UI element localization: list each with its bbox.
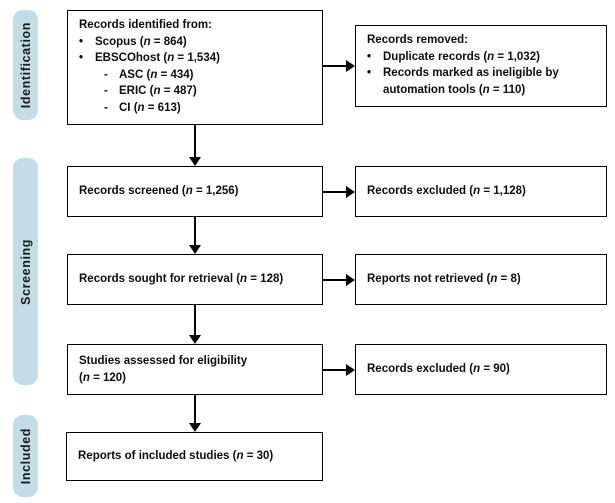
box-line: Records excluded (n = 90) [367,361,510,378]
box-line: Reports not retrieved (n = 8) [367,271,521,288]
line-text: ERIC (n = 487) [119,85,197,97]
box-records-excluded-eligibility: Records excluded (n = 90) [355,344,607,395]
bullet-marker: • [79,52,84,64]
box-text: Records sought for retrieval (n = 128) [68,271,291,288]
arrow-shaft [323,65,348,67]
stage-badge-included: Included [13,415,38,497]
stage-badge-screening: Screening [13,158,38,385]
line-text: Reports of included studies (n = 30) [78,450,274,463]
line-text: automation tools (n = 110) [383,83,526,96]
arrow-shaft [322,191,348,193]
arrow-right-identified-to-removed [323,60,355,72]
arrow-right-sought-to-not-retrieved [322,274,355,286]
line-text: EBSCOhost (n = 1,534) [95,52,220,64]
arrowhead-down-icon [189,157,201,166]
arrowhead-right-icon [346,274,355,286]
box-records-removed: Records removed: • Duplicate records (n = … [355,25,607,107]
arrow-shaft [194,395,196,425]
arrowhead-down-icon [189,423,201,432]
arrowhead-down-icon [189,335,201,344]
box-line: Records sought for retrieval (n = 128) [79,271,283,288]
arrowhead-right-icon [346,364,355,376]
line-text: Records sought for retrieval (n = 128) [79,273,284,286]
box-line: • Records marked as ineligible by [367,65,598,82]
arrow-down-screened-to-sought [189,217,201,254]
line-text: Records excluded (n = 1,128) [367,185,526,198]
arrow-shaft [322,369,348,371]
bullet-marker: • [367,67,372,79]
line-text: Records screened (n = 1,256) [79,185,239,198]
box-text: Records screened (n = 1,256) [68,183,247,200]
dash-marker: - [104,101,108,114]
box-records-identified: Records identified from: • Scopus (n = 864… [67,10,323,125]
arrow-down-assessed-to-included [189,395,201,432]
box-line: • Duplicate records (n = 1,032) [367,49,598,66]
dash-marker: - [104,85,108,97]
arrow-shaft [194,305,196,337]
box-line: Records excluded (n = 1,128) [367,183,526,200]
box-reports-included: Reports of included studies (n = 30) [66,432,323,481]
arrow-shaft [194,125,196,159]
line-text: ASC (n = 434) [119,68,194,81]
stage-badge-identification: Identification [13,10,38,120]
arrow-down-identified-to-screened [189,125,201,166]
box-line: Records identified from: [79,17,314,34]
box-reports-not-retrieved: Reports not retrieved (n = 8) [355,254,607,305]
marker-spacer [367,82,383,99]
box-text: Studies assessed for eligibility (n = 120… [68,353,255,386]
line-text: Studies assessed for eligibility [79,355,248,367]
box-text: Records excluded (n = 1,128) [356,183,534,200]
arrow-shaft [322,279,348,281]
arrow-right-screened-to-excluded [322,186,355,198]
box-line: • Scopus (n = 864) [79,34,314,51]
box-studies-assessed: Studies assessed for eligibility (n = 120… [67,344,323,395]
line-text: Records marked as ineligible by [383,67,559,79]
box-line: (n = 120) [79,370,247,387]
box-records-sought-retrieval: Records sought for retrieval (n = 128) [67,254,323,305]
box-text: Reports of included studies (n = 30) [67,448,281,465]
box-line: automation tools (n = 110) [367,82,598,99]
bullet-marker: • [79,35,84,48]
arrowhead-right-icon [346,186,355,198]
line-text: Duplicate records (n = 1,032) [383,50,540,63]
box-text: Records identified from: • Scopus (n = 864… [68,11,322,116]
line-text: Records identified from: [79,19,212,31]
line-text: (n = 120) [79,371,126,384]
stage-label: Screening [18,238,33,305]
box-line: Records removed: [367,32,598,49]
box-text: Reports not retrieved (n = 8) [356,271,529,288]
box-text: Records excluded (n = 90) [356,361,518,378]
stage-label: Included [18,427,33,485]
dash-marker: - [104,68,108,81]
box-line: • EBSCOhost (n = 1,534) [79,50,314,67]
box-line: Reports of included studies (n = 30) [78,448,273,465]
box-line: - ERIC (n = 487) [104,83,314,100]
line-text: Records excluded (n = 90) [367,363,510,376]
line-text: CI (n = 613) [119,101,181,114]
arrowhead-down-icon [189,245,201,254]
box-line: Studies assessed for eligibility [79,353,247,370]
arrow-shaft [194,217,196,247]
box-line: - CI (n = 613) [104,100,314,117]
line-text: Scopus (n = 864) [95,35,187,48]
stage-label: Identification [18,21,33,109]
bullet-marker: • [367,50,372,63]
box-line: - ASC (n = 434) [104,67,314,84]
arrowhead-right-icon [346,60,355,72]
line-text: Reports not retrieved (n = 8) [367,273,521,286]
line-text: Records removed: [367,34,468,46]
box-line: Records screened (n = 1,256) [79,183,239,200]
box-records-excluded-screening: Records excluded (n = 1,128) [355,166,607,217]
box-records-screened: Records screened (n = 1,256) [67,166,323,217]
arrow-down-sought-to-assessed [189,305,201,344]
box-text: Records removed: • Duplicate records (n = … [356,26,606,98]
arrow-right-assessed-to-excluded [322,364,355,376]
